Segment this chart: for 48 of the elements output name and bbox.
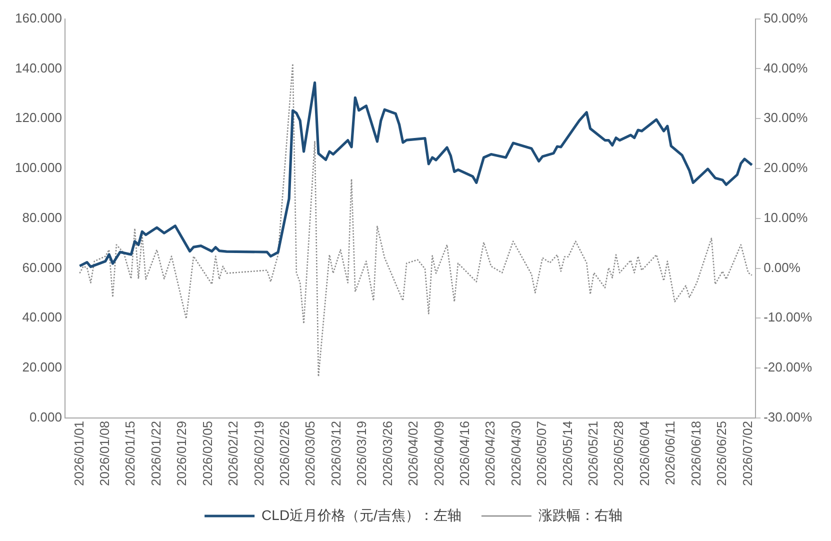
x-tick-label: 2026/02/19	[251, 420, 266, 486]
x-tick-label: 2026/01/22	[148, 420, 164, 486]
x-tick-label: 2026/04/09	[431, 420, 446, 486]
x-tick-label: 2026/02/12	[226, 420, 241, 486]
x-tick-label: 2026/02/05	[200, 420, 215, 486]
x-tick-label: 2026/06/04	[636, 420, 652, 486]
y2-tick-label: 20.00%	[764, 160, 808, 176]
y2-tick-label: -30.00%	[764, 410, 812, 425]
x-tick-label: 2026/04/23	[482, 420, 498, 486]
y-tick-label: 60.000	[22, 260, 62, 275]
x-tick-label: 2026/06/11	[662, 420, 678, 486]
x-tick-label: 2026/06/18	[688, 420, 704, 486]
x-tick-label: 2026/02/26	[276, 420, 292, 486]
x-tick-label: 2026/05/21	[586, 420, 601, 486]
y-tick-label: 80.000	[22, 210, 62, 225]
y2-tick-label: 10.00%	[764, 210, 808, 225]
x-tick-label: 2026/03/26	[380, 420, 395, 486]
y-tick-label: 20.000	[22, 360, 62, 375]
y2-tick-label: 0.00%	[764, 260, 801, 275]
x-tick-label: 2026/03/05	[302, 420, 318, 486]
y2-tick-label: -20.00%	[764, 360, 812, 375]
y2-tick-label: 50.00%	[764, 10, 808, 26]
y-tick-label: 100.000	[14, 160, 62, 176]
y-tick-label: 120.000	[14, 110, 62, 126]
y-tick-label: 160.000	[14, 10, 62, 26]
y-tick-label: 0.000	[29, 410, 62, 425]
legend-label: 涨跌幅：右轴	[538, 506, 622, 523]
x-tick-label: 2026/01/29	[174, 420, 190, 486]
line-series	[79, 63, 753, 378]
x-tick-label: 2026/07/02	[740, 420, 755, 486]
y-tick-label: 140.000	[14, 60, 62, 76]
y2-tick-label: 30.00%	[764, 110, 808, 126]
x-tick-label: 2026/05/07	[534, 420, 550, 486]
x-tick-label: 2026/01/08	[96, 420, 112, 486]
x-tick-label: 2026/06/25	[714, 420, 730, 486]
x-tick-label: 2026/04/02	[406, 420, 421, 486]
x-tick-label: 2026/03/19	[354, 420, 370, 486]
x-tick-label: 2026/04/30	[508, 420, 524, 486]
legend-label: CLD近月价格（元/吉焦）：左轴	[262, 506, 462, 523]
y-tick-label: 40.000	[22, 310, 62, 325]
x-tick-label: 2026/03/12	[328, 420, 344, 486]
x-tick-label: 2026/05/28	[611, 420, 626, 486]
x-tick-label: 2026/01/15	[122, 420, 138, 486]
y2-tick-label: -10.00%	[764, 310, 812, 325]
y2-tick-label: 40.00%	[764, 60, 808, 76]
x-tick-label: 2026/04/16	[456, 420, 472, 486]
x-tick-label: 2026/05/14	[560, 420, 575, 486]
x-tick-label: 2026/01/01	[71, 420, 86, 486]
